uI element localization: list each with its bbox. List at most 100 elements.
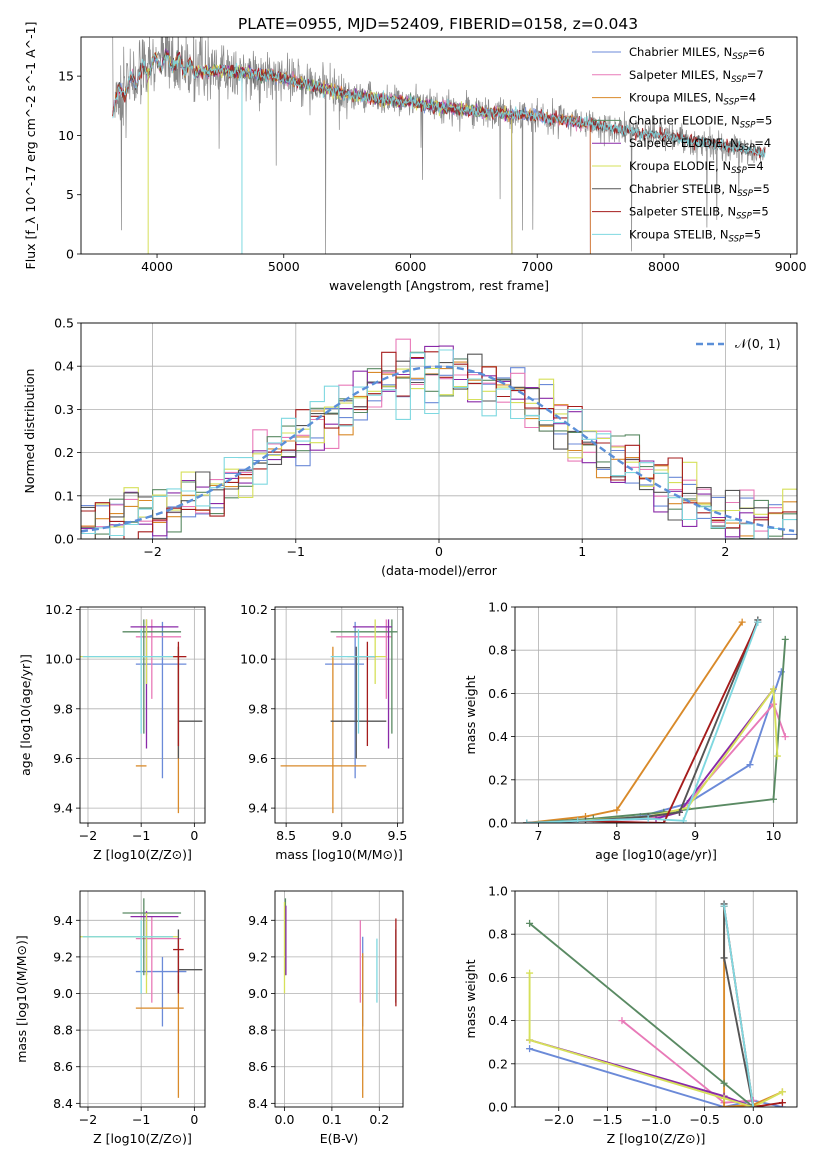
y-tick-label: 15 bbox=[58, 69, 74, 84]
weight-marker bbox=[720, 1094, 728, 1102]
model-spectrum-chabrier-miles bbox=[112, 50, 591, 254]
y-tick-label: 0.2 bbox=[488, 1056, 508, 1071]
errorbar-chabrier-elodie bbox=[330, 619, 398, 734]
weight-marker bbox=[526, 919, 534, 927]
y-tick-label: 0.1 bbox=[54, 488, 74, 503]
plot-area bbox=[526, 900, 786, 1107]
weight-marker bbox=[526, 969, 534, 977]
weight-series-salpeter-miles bbox=[523, 700, 789, 823]
y-tick-label: 10.2 bbox=[240, 602, 268, 617]
legend-label-kroupa-miles: Kroupa MILES, NSSP=4 bbox=[629, 91, 756, 108]
x-tick-label: −1.0 bbox=[641, 1112, 671, 1127]
errorbar-kroupa-miles bbox=[135, 646, 180, 814]
x-tick-label: 8 bbox=[613, 828, 621, 843]
x-tick-label: 9 bbox=[691, 828, 699, 843]
y-tick-label: 1.0 bbox=[488, 600, 508, 615]
x-tick-label: 9.5 bbox=[387, 828, 407, 843]
y-axis-label: Flux [f_λ 10^-17 erg cm^-2 s^-1 A^-1] bbox=[23, 22, 38, 270]
plot-area bbox=[523, 616, 789, 823]
weight-marker bbox=[770, 685, 777, 693]
x-axis-label: age [log10(age/yr)] bbox=[595, 847, 717, 862]
y-axis-label: Normed distribution bbox=[22, 369, 37, 494]
gaussian-curve bbox=[81, 365, 795, 533]
legend: 𝒩(0, 1) bbox=[696, 336, 781, 351]
y-tick-label: 0.4 bbox=[488, 729, 508, 744]
axes-frame bbox=[514, 890, 798, 1108]
legend-label-chabrier-miles: Chabrier MILES, NSSP=6 bbox=[629, 45, 765, 62]
histogram-kroupa-stelib bbox=[81, 349, 797, 539]
weight-marker bbox=[781, 733, 789, 741]
axes-age_vs_mass: 8.5 9.0 9.5 9.4 9.6 9.8 10.0 10.2 mass [log10(M/… bbox=[240, 602, 407, 862]
weight-marker bbox=[738, 618, 746, 626]
legend-label-salpeter-miles: Salpeter MILES, NSSP=7 bbox=[629, 68, 764, 85]
y-tick-label: 9.0 bbox=[248, 986, 268, 1001]
axes-frame bbox=[80, 36, 798, 255]
grid bbox=[275, 607, 403, 823]
weight-line bbox=[526, 639, 787, 823]
x-tick-label: 7000 bbox=[521, 259, 553, 274]
y-tick-label: 9.2 bbox=[248, 949, 268, 964]
x-tick-label: 9000 bbox=[775, 259, 807, 274]
errorbar-kroupa-stelib bbox=[330, 629, 376, 734]
x-tick-label: 10 bbox=[766, 828, 782, 843]
weight-series-kroupa-stelib bbox=[523, 618, 762, 823]
y-tick-label: 10.0 bbox=[240, 652, 268, 667]
errorbar-kroupa-elodie bbox=[80, 912, 179, 994]
x-tick-label: 8000 bbox=[648, 259, 680, 274]
weight-marker bbox=[781, 635, 789, 643]
plot-area bbox=[112, 37, 766, 254]
x-tick-label: 5000 bbox=[268, 259, 300, 274]
errorbar-kroupa-stelib bbox=[82, 629, 174, 734]
errorbar-salpeter-miles bbox=[336, 619, 392, 699]
y-tick-label: 0.5 bbox=[54, 316, 74, 331]
weight-marker bbox=[574, 817, 582, 823]
errorbar-kroupa-elodie bbox=[80, 619, 179, 684]
y-tick-label: 9.4 bbox=[53, 913, 73, 928]
weight-marker bbox=[770, 795, 777, 803]
y-tick-label: 8.6 bbox=[53, 1059, 73, 1074]
y-tick-label: 0.4 bbox=[488, 1013, 508, 1028]
y-tick-label: 9.2 bbox=[53, 949, 73, 964]
axes-frame bbox=[274, 890, 404, 1108]
weight-line bbox=[526, 671, 783, 823]
weight-marker bbox=[778, 1099, 786, 1107]
y-tick-label: 10 bbox=[58, 128, 74, 143]
axes-frame bbox=[79, 606, 206, 824]
x-tick-label: −0.5 bbox=[689, 1112, 719, 1127]
plot-area bbox=[280, 619, 398, 814]
errorbar-salpeter-elodie bbox=[130, 619, 179, 749]
x-tick-label: 8.5 bbox=[276, 828, 296, 843]
errorbar-salpeter-elodie bbox=[352, 619, 392, 749]
x-tick-label: −1.5 bbox=[592, 1112, 622, 1127]
x-tick-label: 0 bbox=[190, 828, 198, 843]
plot-area bbox=[80, 898, 203, 1098]
y-tick-label: 0.2 bbox=[488, 772, 508, 787]
axes-frame bbox=[80, 322, 798, 540]
y-tick-label: 9.6 bbox=[248, 751, 268, 766]
grid bbox=[275, 891, 403, 1107]
grid bbox=[80, 607, 205, 823]
model-spectrum-salpeter-miles bbox=[112, 49, 591, 254]
weight-line bbox=[528, 922, 754, 1107]
y-tick-label: 0.8 bbox=[488, 643, 508, 658]
weight-marker bbox=[526, 1045, 534, 1053]
y-tick-label: 9.8 bbox=[248, 701, 268, 716]
y-tick-label: 8.8 bbox=[53, 1023, 73, 1038]
x-tick-label: 0 bbox=[190, 1112, 198, 1127]
y-tick-label: 9.4 bbox=[53, 801, 73, 816]
weight-marker bbox=[720, 1103, 728, 1107]
legend: Chabrier MILES, NSSP=6 Salpeter MILES, NS… bbox=[592, 45, 772, 244]
errorbar-kroupa-stelib bbox=[82, 920, 174, 994]
model-spectrum-kroupa-elodie bbox=[143, 51, 513, 254]
x-axis-label: wavelength [Angstrom, rest frame] bbox=[329, 278, 549, 293]
x-axis-label: Z [log10(Z/Z⊙)] bbox=[607, 1131, 706, 1146]
weight-series-kroupa-stelib bbox=[720, 902, 757, 1107]
y-tick-label: 8.4 bbox=[248, 1096, 268, 1111]
plot-area bbox=[81, 338, 797, 539]
x-tick-label: 0 bbox=[435, 544, 443, 559]
weight-marker bbox=[644, 815, 652, 823]
x-axis-label: Z [log10(Z/Z⊙)] bbox=[93, 1131, 192, 1146]
errorbar-kroupa-miles bbox=[280, 646, 367, 814]
x-tick-label: −2 bbox=[79, 828, 97, 843]
